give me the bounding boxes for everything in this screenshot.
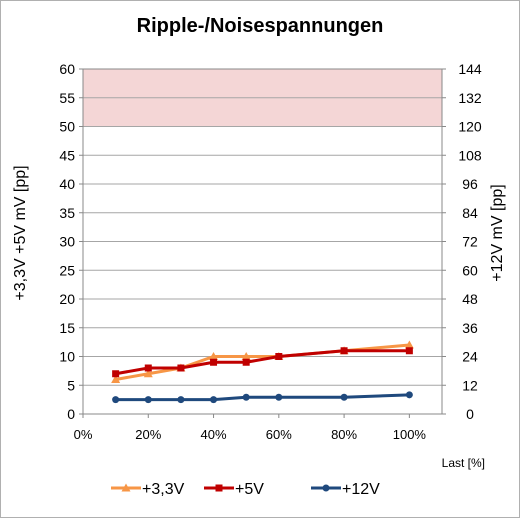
y-left-tick-label: 55 bbox=[59, 90, 75, 106]
y-right-tick-label: 60 bbox=[462, 262, 478, 278]
y-axis-right: 0 12 24 36 48 60 72 84 96 108 120 132 144 bbox=[442, 61, 482, 422]
data-point bbox=[340, 347, 348, 355]
x-tick-label: 60% bbox=[266, 427, 292, 442]
y-right-tick-label: 36 bbox=[462, 320, 478, 336]
series-triangle bbox=[111, 340, 414, 383]
data-point bbox=[144, 364, 152, 372]
data-point bbox=[215, 484, 223, 492]
y-right-tick-label: 48 bbox=[462, 291, 478, 307]
data-point bbox=[275, 353, 283, 360]
y-left-tick-label: 10 bbox=[59, 349, 75, 365]
y-axis-left: 0 5 10 15 20 25 30 35 40 45 50 55 60 bbox=[59, 61, 83, 422]
y-left-tick-label: 0 bbox=[67, 406, 75, 422]
x-tick-label: 100% bbox=[393, 427, 427, 442]
data-point bbox=[322, 484, 330, 492]
y-left-tick-label: 45 bbox=[59, 147, 75, 163]
chart-title: Ripple-/Noisespannungen bbox=[136, 15, 384, 37]
data-point bbox=[405, 391, 413, 399]
data-point bbox=[121, 483, 131, 492]
y-left-tick-label: 5 bbox=[67, 377, 75, 393]
y-left-tick-label: 30 bbox=[59, 234, 75, 250]
legend-label: +3,3V bbox=[142, 481, 185, 498]
data-point bbox=[112, 370, 120, 378]
y-right-tick-label: 72 bbox=[462, 234, 478, 250]
y-right-tick-label: 108 bbox=[458, 147, 482, 163]
x-tick-label: 0% bbox=[74, 427, 93, 442]
data-point bbox=[210, 358, 218, 366]
series-line bbox=[115, 393, 410, 402]
y-right-tick-label: 0 bbox=[466, 406, 474, 422]
legend-label: +12V bbox=[342, 481, 380, 498]
legend-item: +3,3V bbox=[111, 481, 185, 498]
y-left-tick-label: 20 bbox=[59, 291, 75, 307]
data-point bbox=[242, 393, 250, 401]
y-right-tick-label: 12 bbox=[462, 377, 478, 393]
y-left-tick-label: 50 bbox=[59, 119, 75, 135]
gridlines bbox=[83, 97, 442, 386]
x-tick-label: 80% bbox=[331, 427, 357, 442]
y-left-tick-label: 60 bbox=[59, 61, 75, 77]
y-left-tick-label: 25 bbox=[59, 262, 75, 278]
series-circle bbox=[112, 391, 413, 404]
series-group bbox=[111, 340, 414, 404]
x-axis: 0% 20% 40% 60% 80% 100% bbox=[74, 414, 427, 442]
x-tick-label: 20% bbox=[135, 427, 161, 442]
x-axis-label: Last [%] bbox=[442, 456, 485, 470]
legend-label: +5V bbox=[235, 481, 264, 498]
x-tick-label: 40% bbox=[201, 427, 227, 442]
y-right-tick-label: 120 bbox=[458, 119, 482, 135]
data-point bbox=[177, 364, 185, 372]
data-point bbox=[340, 393, 348, 401]
data-point bbox=[111, 375, 121, 383]
data-point bbox=[112, 396, 120, 404]
y-right-tick-label: 132 bbox=[458, 90, 482, 106]
data-point bbox=[209, 352, 219, 360]
series-square bbox=[112, 347, 413, 378]
legend-item: +5V bbox=[204, 481, 264, 498]
y-right-tick-label: 144 bbox=[458, 61, 482, 77]
series-line bbox=[115, 349, 410, 376]
y-right-tick-label: 84 bbox=[462, 205, 478, 221]
y-left-tick-label: 15 bbox=[59, 320, 75, 336]
legend-item: +12V bbox=[311, 481, 380, 498]
data-point bbox=[405, 347, 413, 355]
y-right-tick-label: 24 bbox=[462, 349, 478, 365]
data-point bbox=[143, 369, 153, 378]
y-left-tick-label: 35 bbox=[59, 205, 75, 221]
data-point bbox=[210, 396, 218, 404]
legend: +3,3V +5V +12V bbox=[111, 481, 380, 498]
data-point bbox=[275, 393, 283, 401]
data-point bbox=[404, 340, 414, 349]
data-point bbox=[177, 396, 185, 404]
y-right-tick-label: 96 bbox=[462, 176, 478, 192]
data-point bbox=[241, 352, 251, 360]
data-point bbox=[144, 396, 152, 404]
data-point bbox=[242, 358, 250, 366]
y-left-tick-label: 40 bbox=[59, 176, 75, 192]
